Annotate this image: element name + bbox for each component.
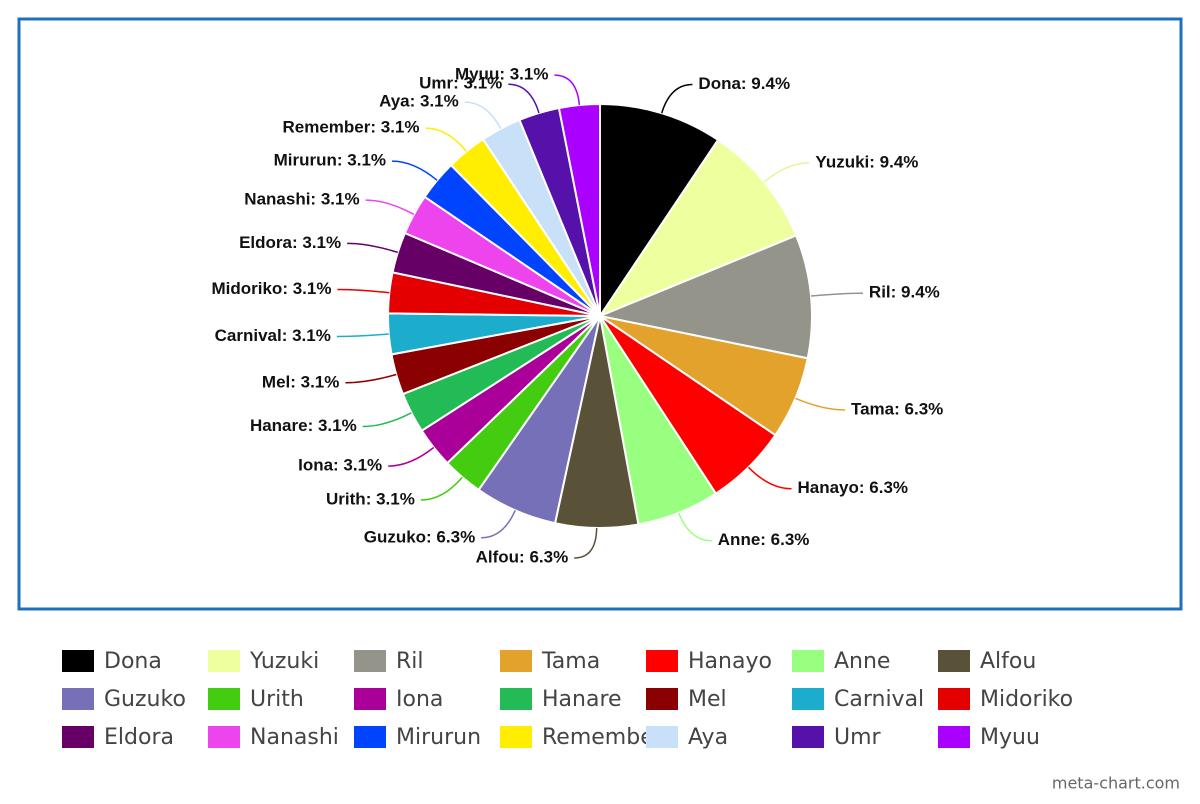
leader-line xyxy=(362,412,412,428)
legend-label: Nanashi xyxy=(250,725,339,750)
data-label: Yuzuki: 9.4% xyxy=(815,152,918,171)
legend-swatch xyxy=(792,726,824,748)
data-label: Urith: 3.1% xyxy=(326,490,415,509)
leader-line xyxy=(677,512,712,542)
data-label: Iona: 3.1% xyxy=(298,456,382,475)
leader-line xyxy=(660,83,693,114)
leader-line xyxy=(388,446,435,467)
data-label: Nanashi: 3.1% xyxy=(244,190,359,209)
legend-swatch xyxy=(646,688,678,710)
pie-slice xyxy=(557,102,601,317)
leader-line xyxy=(508,83,540,114)
legend-swatch xyxy=(62,650,94,672)
leader-line xyxy=(574,527,598,559)
legend-swatch xyxy=(354,650,386,672)
legend-label: Mirurun xyxy=(396,725,481,750)
data-label: Anne: 6.3% xyxy=(718,530,810,549)
legend-swatch xyxy=(792,688,824,710)
legend-swatch xyxy=(646,726,678,748)
leader-line xyxy=(481,509,516,539)
leader-line xyxy=(795,397,845,411)
legend-label: Umr xyxy=(834,725,882,750)
leader-line xyxy=(425,127,467,152)
data-label: Ril: 9.4% xyxy=(869,283,940,302)
data-label: Hanayo: 6.3% xyxy=(797,478,908,497)
legend-swatch xyxy=(354,688,386,710)
legend-label: Hanayo xyxy=(688,649,772,674)
legend-swatch xyxy=(500,688,532,710)
legend-swatch xyxy=(62,688,94,710)
legend-label: Remember xyxy=(542,725,664,750)
leader-line xyxy=(347,242,398,254)
data-label: Midoriko: 3.1% xyxy=(211,279,331,298)
legend-label: Ril xyxy=(396,649,424,674)
data-label: Hanare: 3.1% xyxy=(250,416,357,435)
data-label: Remember: 3.1% xyxy=(282,118,419,137)
leader-line xyxy=(763,162,810,183)
legend-swatch xyxy=(208,726,240,748)
legend-swatch xyxy=(646,650,678,672)
legend-label: Dona xyxy=(104,649,162,674)
leader-line xyxy=(420,476,463,501)
legend-label: Eldora xyxy=(104,725,174,750)
leader-line xyxy=(337,288,390,294)
legend-label: Carnival xyxy=(834,687,924,712)
legend-label: Midoriko xyxy=(980,687,1073,712)
legend-label: Iona xyxy=(396,687,443,712)
pie-slice xyxy=(596,234,813,360)
data-label: Tama: 6.3% xyxy=(851,399,943,418)
legend-swatch xyxy=(792,650,824,672)
data-label: Mirurun: 3.1% xyxy=(274,151,386,170)
legend-label: Guzuko xyxy=(104,687,186,712)
legend-swatch xyxy=(208,650,240,672)
data-label: Alfou: 6.3% xyxy=(476,547,569,566)
leader-line xyxy=(554,74,581,106)
legend-label: Mel xyxy=(688,687,727,712)
legend-label: Yuzuki xyxy=(249,649,319,674)
leader-line xyxy=(464,101,502,129)
data-label: Dona: 9.4% xyxy=(698,74,790,93)
leader-line xyxy=(345,373,397,384)
legend-label: Urith xyxy=(250,687,304,712)
data-label: Myuu: 3.1% xyxy=(455,65,549,84)
legend-label: Alfou xyxy=(980,649,1036,674)
data-label: Guzuko: 6.3% xyxy=(364,527,475,546)
leader-line xyxy=(336,333,389,338)
legend-label: Anne xyxy=(834,649,890,674)
legend-swatch xyxy=(208,688,240,710)
data-label: Aya: 3.1% xyxy=(379,92,459,111)
legend-label: Tama xyxy=(541,649,600,674)
leader-line xyxy=(392,160,438,181)
pie-slice xyxy=(597,138,798,319)
legend-swatch xyxy=(354,726,386,748)
leader-line xyxy=(810,292,863,297)
legend-label: Hanare xyxy=(542,687,622,712)
legend-swatch xyxy=(938,726,970,748)
legend-swatch xyxy=(500,650,532,672)
credit: meta-chart.com xyxy=(1052,774,1180,793)
legend-swatch xyxy=(938,650,970,672)
leader-line xyxy=(365,199,415,216)
data-label: Mel: 3.1% xyxy=(262,372,339,391)
leader-line xyxy=(747,466,792,490)
legend-swatch xyxy=(938,688,970,710)
data-label: Umr: 3.1% xyxy=(419,74,502,93)
legend-label: Aya xyxy=(688,725,728,750)
legend-swatch xyxy=(500,726,532,748)
legend-swatch xyxy=(62,726,94,748)
data-label: Carnival: 3.1% xyxy=(215,326,331,345)
pie-slice xyxy=(599,102,720,320)
legend-label: Myuu xyxy=(980,725,1040,750)
data-label: Eldora: 3.1% xyxy=(239,233,341,252)
